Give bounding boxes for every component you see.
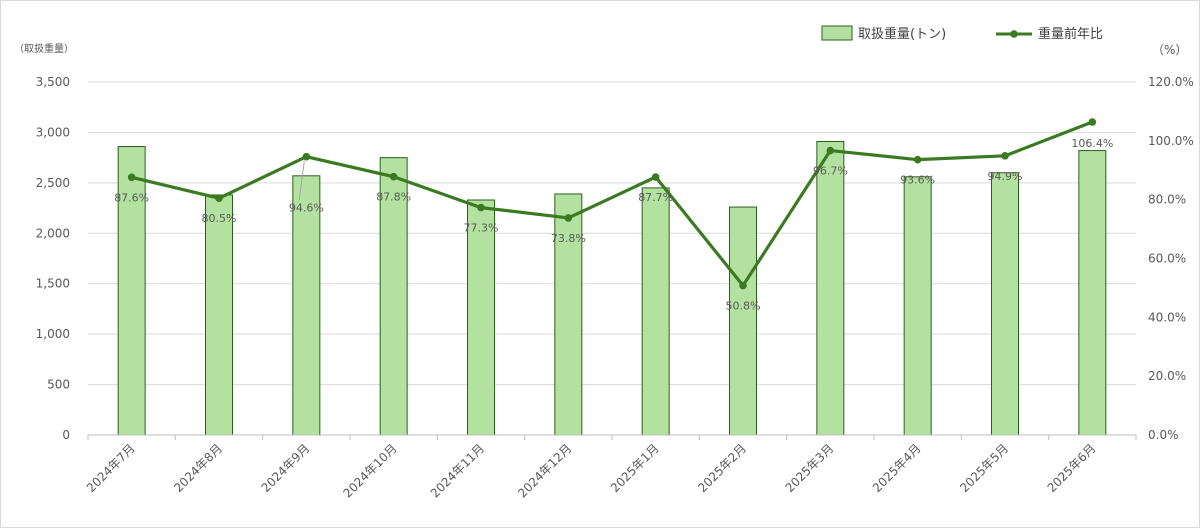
- data-label: 50.8%: [726, 300, 761, 313]
- bar: [379, 157, 408, 436]
- bar: [641, 187, 670, 436]
- left-tick-label: 500: [47, 378, 70, 392]
- bar: [117, 146, 146, 436]
- bar-series: [117, 141, 1107, 436]
- bar: [205, 194, 233, 436]
- bar: [467, 199, 495, 436]
- data-label: 96.7%: [813, 165, 848, 178]
- data-label: 77.3%: [464, 222, 499, 235]
- left-tick-label: 3,500: [36, 75, 70, 89]
- bar: [991, 172, 1019, 436]
- line-path: [131, 120, 1093, 288]
- legend-bar-label: 取扱重量(トン): [858, 26, 946, 42]
- right-axis-title: （%）: [1152, 43, 1187, 57]
- data-labels: 87.6% 80.5% 94.6% 87.8% 77.3% 73.8% 87.7% 50.8%…: [114, 137, 1113, 313]
- line-point: [1001, 152, 1009, 160]
- data-label: 87.6%: [114, 191, 149, 204]
- left-tick-label: 0: [62, 428, 70, 442]
- left-tick-label: 1,500: [36, 277, 70, 291]
- line-point: [389, 172, 398, 181]
- bar: [903, 176, 932, 436]
- left-axis-title: （取扱重量）: [14, 42, 74, 55]
- right-tick-label: 120.0%: [1148, 75, 1194, 89]
- line-point: [739, 281, 747, 290]
- bar: [292, 175, 321, 436]
- legend-bar-swatch: [821, 25, 853, 41]
- left-tick-label: 3,000: [36, 125, 70, 139]
- data-label: 94.6%: [289, 202, 324, 215]
- left-tick-label: 1,000: [36, 327, 70, 341]
- line-point: [127, 173, 136, 182]
- right-tick-label: 60.0%: [1148, 252, 1186, 266]
- left-tick-label: 2,500: [36, 176, 70, 190]
- gridlines: [88, 81, 1136, 386]
- line-point: [564, 214, 573, 222]
- right-tick-label: 40.0%: [1148, 310, 1186, 324]
- data-label: 80.5%: [202, 212, 237, 225]
- right-tick-label: 0.0%: [1148, 428, 1179, 442]
- line-point: [913, 155, 922, 164]
- bar: [1078, 150, 1107, 436]
- left-tick-label: 2,000: [36, 226, 70, 240]
- right-tick-label: 80.0%: [1148, 193, 1186, 207]
- data-label: 93.6%: [900, 174, 935, 187]
- line-point: [826, 146, 835, 155]
- bar: [816, 141, 845, 436]
- data-label: 94.9%: [988, 170, 1023, 183]
- legend-line-marker: [1010, 30, 1018, 38]
- right-tick-label: 20.0%: [1148, 369, 1186, 383]
- line-point: [215, 194, 223, 202]
- data-label: 87.8%: [376, 191, 411, 204]
- legend: 取扱重量(トン) 重量前年比: [821, 25, 1103, 42]
- line-point: [477, 203, 485, 212]
- legend-line-label: 重量前年比: [1038, 26, 1103, 42]
- data-label: 73.8%: [551, 232, 586, 245]
- line-point: [651, 173, 660, 181]
- right-tick-label: 100.0%: [1148, 134, 1194, 148]
- bar: [554, 193, 583, 436]
- line-series: [127, 118, 1097, 290]
- line-point: [1088, 118, 1097, 126]
- data-label: 106.4%: [1071, 137, 1113, 150]
- label-leader-line: [298, 160, 305, 200]
- bar: [729, 206, 757, 436]
- line-point: [302, 152, 311, 161]
- data-label: 87.7%: [638, 191, 673, 204]
